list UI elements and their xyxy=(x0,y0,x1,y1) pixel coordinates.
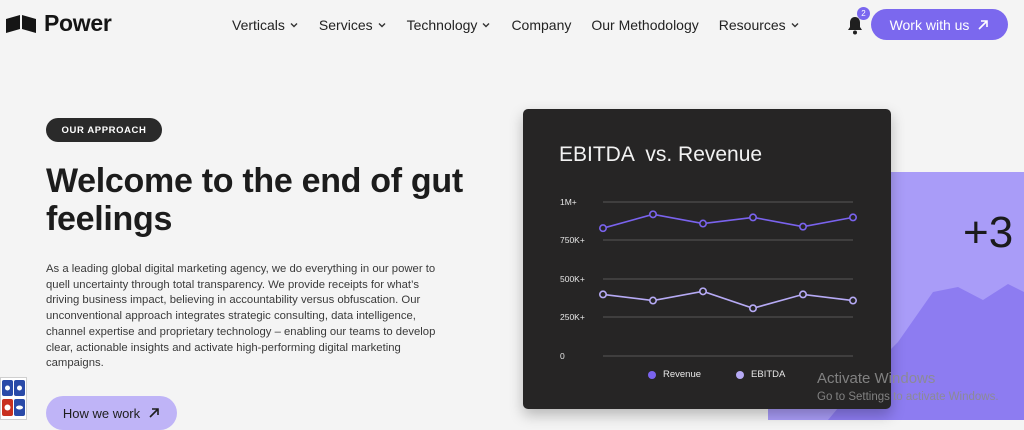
y-tick-label: 0 xyxy=(560,351,565,361)
data-point-ebitda xyxy=(848,296,857,305)
data-point-ebitda xyxy=(599,290,608,299)
data-point-ebitda xyxy=(699,287,708,296)
y-tick-label: 500K+ xyxy=(560,274,585,284)
data-point-ebitda xyxy=(798,290,807,299)
section-eyebrow: OUR APPROACH xyxy=(46,118,162,142)
activate-windows-title: Activate Windows xyxy=(817,370,936,387)
nav-label: Technology xyxy=(406,17,478,33)
nav-label: Company xyxy=(511,17,572,33)
chevron-down-icon xyxy=(378,23,386,28)
legend-item-revenue: Revenue xyxy=(648,369,701,380)
line-chart: 1M+ 750K+ 500K+ 250K+ 0 xyxy=(560,197,857,361)
series-line-revenue xyxy=(602,213,854,229)
how-we-work-button[interactable]: How we work xyxy=(46,396,177,430)
chevron-down-icon xyxy=(290,23,298,28)
nav-item-verticals[interactable]: Verticals xyxy=(232,17,299,33)
nav-label: Services xyxy=(318,17,373,33)
main-nav: Verticals Services Technology Company Ou… xyxy=(232,17,820,33)
nav-label: Resources xyxy=(718,17,786,33)
cta-label: Work with us xyxy=(889,16,970,33)
notification-badge: 2 xyxy=(857,7,870,20)
nav-item-company[interactable]: Company xyxy=(511,17,571,33)
data-point-revenue xyxy=(699,219,708,228)
data-point-ebitda xyxy=(649,296,658,305)
data-point-revenue xyxy=(749,213,758,222)
chevron-down-icon xyxy=(791,23,799,28)
chart-legend: Revenue EBITDA xyxy=(648,369,820,380)
data-point-revenue xyxy=(599,224,608,233)
chart-title: EBITDA vs. Revenue xyxy=(559,143,763,166)
data-point-ebitda xyxy=(749,304,758,313)
site-header: Power Verticals Services Technology Comp… xyxy=(0,0,1024,52)
brand-logo[interactable]: Power xyxy=(6,10,112,37)
legend-swatch-revenue xyxy=(648,370,656,379)
bell-icon[interactable] xyxy=(845,14,865,36)
stat-number: +3 xyxy=(963,208,1014,257)
work-with-us-button[interactable]: Work with us xyxy=(871,9,1008,40)
y-tick-label: 750K+ xyxy=(560,235,585,245)
legend-item-ebitda: EBITDA xyxy=(736,369,785,380)
arrow-up-right-icon xyxy=(149,408,159,418)
power-logo-icon xyxy=(6,14,36,33)
nav-item-services[interactable]: Services xyxy=(319,17,387,33)
y-tick-label: 250K+ xyxy=(560,312,585,322)
nav-item-our-methodology[interactable]: Our Methodology xyxy=(591,17,698,33)
nav-item-resources[interactable]: Resources xyxy=(719,17,800,33)
accessibility-widget-icon[interactable] xyxy=(0,377,27,420)
arrow-up-right-icon xyxy=(978,19,989,30)
nav-label: Verticals xyxy=(232,17,285,33)
legend-label: Revenue xyxy=(663,369,702,380)
series-line-ebitda xyxy=(602,290,854,310)
activate-windows-subtitle: Go to Settings to activate Windows. xyxy=(817,391,999,403)
hero-title: Welcome to the end of gut feelings xyxy=(46,162,463,238)
brand-name: Power xyxy=(44,10,112,36)
data-point-revenue xyxy=(798,222,807,231)
y-tick-label: 1M+ xyxy=(560,197,577,207)
legend-swatch-ebitda xyxy=(736,370,745,379)
legend-label: EBITDA xyxy=(751,369,786,380)
nav-item-technology[interactable]: Technology xyxy=(407,17,492,33)
chevron-down-icon xyxy=(482,23,490,28)
data-point-revenue xyxy=(848,213,857,222)
nav-label: Our Methodology xyxy=(591,17,699,33)
how-we-work-label: How we work xyxy=(62,405,141,421)
data-point-revenue xyxy=(649,210,658,219)
hero-body: As a leading global digital marketing ag… xyxy=(46,263,436,370)
chart-card: EBITDA vs. Revenue 1M+ 750K+ 500K+ 250K+ 0 R… xyxy=(523,109,891,409)
